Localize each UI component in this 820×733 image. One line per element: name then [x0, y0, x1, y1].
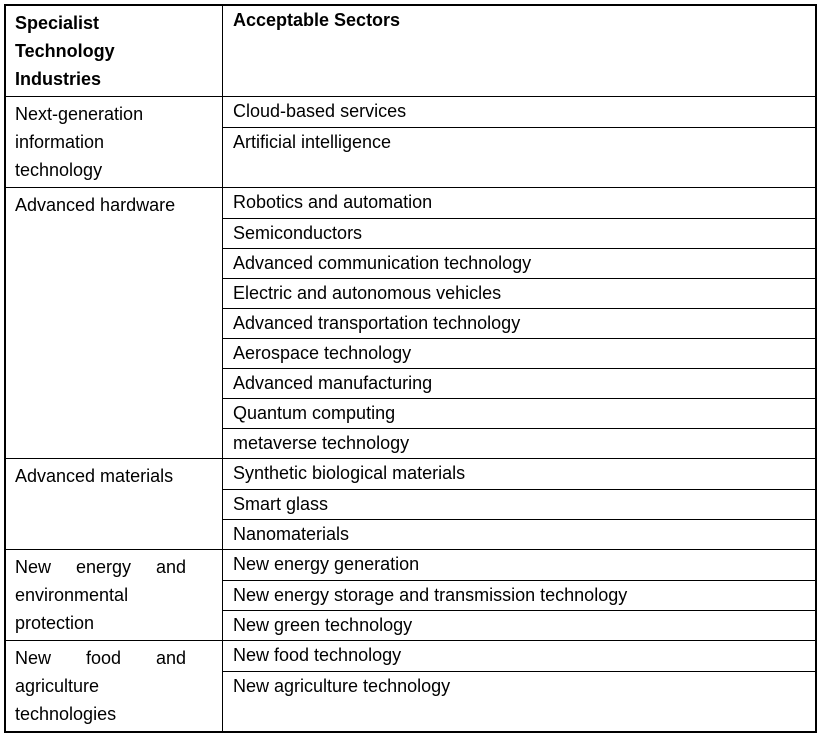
sector-cell: New agriculture technology [223, 671, 815, 731]
sector-cell: Cloud-based services [233, 101, 407, 121]
sectors-column: Synthetic biological materials Smart glas… [223, 459, 815, 549]
sector-cell: New food technology [233, 645, 402, 665]
sector-cell: Advanced manufacturing [223, 368, 815, 398]
sector-cell: New energy storage and transmission tech… [223, 580, 815, 610]
sector-cell: New energy generation [233, 554, 420, 574]
sector-cell: Artificial intelligence [223, 127, 815, 187]
sector-cell: Semiconductors [223, 218, 815, 248]
sector-cell: Robotics and automation [233, 192, 433, 212]
sector-cell: metaverse technology [223, 428, 815, 458]
industry-cell: Advanced hardware [6, 188, 223, 458]
sector-cell: Advanced transportation technology [223, 308, 815, 338]
specialist-technology-table: Specialist Technology Industries Accepta… [4, 4, 817, 733]
sectors-column: Robotics and automation Semiconductors Adv… [223, 188, 815, 458]
column-header-industries: Specialist Technology Industries [6, 6, 223, 96]
industry-group-row: Next-generation information technology Cl… [6, 96, 815, 187]
sector-cell: New green technology [223, 610, 815, 640]
industry-cell: New energy and environmental protection [6, 550, 223, 640]
sector-cell: Nanomaterials [223, 519, 815, 549]
sectors-column: New energy generation New energy storage … [223, 550, 815, 640]
sector-cell: Smart glass [223, 489, 815, 519]
industry-group-row: New energy and environmental protection N… [6, 549, 815, 640]
industry-group-row: Advanced hardware Robotics and automation… [6, 187, 815, 458]
sector-cell: Synthetic biological materials [233, 463, 466, 483]
column-header-sectors: Acceptable Sectors [233, 10, 401, 30]
industry-group-row: Advanced materials Synthetic biological m… [6, 458, 815, 549]
header-right-column: Acceptable Sectors [223, 6, 815, 96]
sectors-column: Cloud-based services Artificial intellige… [223, 97, 815, 187]
sector-cell: Electric and autonomous vehicles [223, 278, 815, 308]
sector-cell: Advanced communication technology [223, 248, 815, 278]
industry-cell: Advanced materials [6, 459, 223, 549]
industry-cell: Next-generation information technology [6, 97, 223, 187]
industry-cell: New food and agriculture technologies [6, 641, 223, 731]
sectors-column: New food technology New agriculture techn… [223, 641, 815, 731]
sector-cell: Aerospace technology [223, 338, 815, 368]
table-header-row: Specialist Technology Industries Accepta… [6, 6, 815, 96]
industry-group-row: New food and agriculture technologies New… [6, 640, 815, 731]
sector-cell: Quantum computing [223, 398, 815, 428]
